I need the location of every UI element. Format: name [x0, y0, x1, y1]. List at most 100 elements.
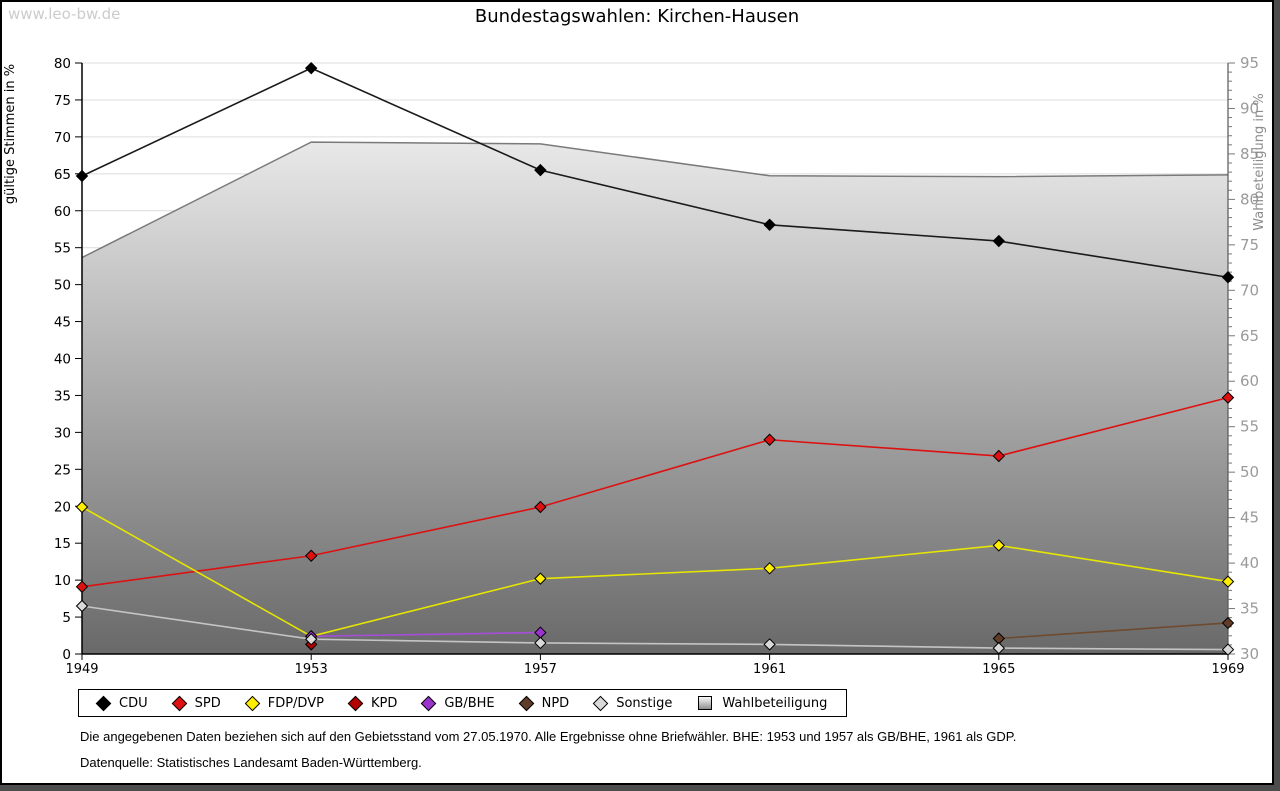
marker-fdp-dvp-1965	[992, 539, 1006, 552]
legend-label-kpd: KPD	[370, 695, 398, 711]
marker-spd-1969	[1221, 391, 1235, 404]
legend-marker-gb-bhe-icon	[421, 695, 437, 711]
svg-text:40: 40	[1240, 554, 1259, 572]
marker-cdu-1961	[763, 218, 776, 231]
svg-text:95: 95	[1240, 54, 1259, 72]
svg-text:70: 70	[54, 130, 71, 146]
marker-cdu-1965	[992, 234, 1006, 248]
legend-label-sonstige: Sonstige	[616, 695, 673, 711]
svg-text:30: 30	[1240, 645, 1259, 663]
left-axis-ticks: 0 5 10 15 20 25 30 35 40 45 50 55 60 65 70 75 80	[54, 56, 82, 663]
svg-text:25: 25	[54, 462, 71, 478]
svg-text:65: 65	[1240, 327, 1259, 345]
legend-marker-kpd-icon	[347, 695, 364, 711]
series-cdu	[75, 61, 1235, 284]
svg-text:45: 45	[54, 315, 71, 331]
x-axis-ticks: 1949 1953 1957 1961 1965 1969	[65, 654, 1245, 677]
svg-text:1957: 1957	[524, 662, 557, 677]
svg-text:80: 80	[1240, 190, 1259, 208]
legend-marker-npd-icon	[518, 695, 534, 711]
svg-text:50: 50	[54, 278, 71, 294]
svg-text:10: 10	[54, 573, 71, 589]
marker-spd-1949	[75, 580, 89, 593]
right-axis-title: Wahlbeteiligung in %	[1252, 93, 1267, 230]
svg-text:75: 75	[1240, 236, 1259, 254]
footnote-datenquelle: Datenquelle: Statistisches Landesamt Bad…	[80, 755, 422, 770]
legend-item-gb-bhe: GB/BHE	[410, 695, 507, 711]
marker-cdu-1953	[304, 61, 318, 75]
svg-text:60: 60	[54, 204, 71, 220]
svg-text:85: 85	[1240, 145, 1259, 163]
legend-label-spd: SPD	[194, 695, 221, 711]
legend-item-kpd: KPD	[337, 695, 410, 711]
svg-text:1961: 1961	[753, 662, 786, 677]
legend-item-wahlbeteiligung: Wahlbeteiligung	[685, 696, 840, 711]
series-wahlbeteiligung	[81, 141, 1229, 654]
svg-text:45: 45	[1240, 509, 1259, 527]
legend-marker-wahlbeteiligung-icon	[698, 696, 713, 710]
svg-text:75: 75	[54, 93, 71, 109]
svg-text:40: 40	[54, 352, 71, 368]
page-title: Bundestagswahlen: Kirchen-Hausen	[474, 6, 800, 27]
svg-text:65: 65	[54, 167, 71, 183]
svg-text:20: 20	[54, 499, 71, 515]
legend-label-gb-bhe: GB/BHE	[444, 695, 495, 711]
marker-fdp-dvp-1949	[75, 500, 89, 514]
marker-sonstige-1949	[75, 599, 89, 613]
legend-item-sonstige: Sonstige	[582, 695, 685, 711]
svg-text:1949: 1949	[65, 662, 98, 677]
marker-sonstige-1953	[304, 633, 318, 646]
legend-marker-cdu-icon	[95, 695, 112, 711]
footnote-gebietsstand: Die angegebenen Daten beziehen sich auf …	[80, 729, 1017, 744]
legend-item-fdp-dvp: FDP/DVP	[234, 695, 337, 711]
marker-cdu-1969	[1221, 271, 1235, 284]
legend-marker-fdp-dvp-icon	[244, 695, 260, 711]
svg-text:90: 90	[1240, 99, 1259, 117]
legend-marker-sonstige-icon	[592, 695, 609, 711]
legend-item-spd: SPD	[161, 695, 234, 711]
marker-fdp-dvp-1957	[534, 572, 547, 585]
svg-text:60: 60	[1240, 372, 1259, 390]
svg-text:5: 5	[62, 610, 71, 626]
svg-text:30: 30	[54, 425, 71, 441]
marker-fdp-dvp-1969	[1221, 575, 1235, 588]
svg-text:55: 55	[54, 241, 71, 257]
legend: CDU SPD FDP/DVP KPD GB/BHE NPD Sonstige Wahlbet…	[78, 689, 848, 717]
svg-text:1965: 1965	[982, 662, 1015, 677]
svg-text:50: 50	[1240, 463, 1259, 481]
svg-text:70: 70	[1240, 281, 1259, 299]
marker-sonstige-1961	[763, 638, 776, 651]
legend-label-npd: NPD	[541, 695, 570, 711]
svg-text:35: 35	[1240, 600, 1259, 618]
marker-spd-1957	[534, 500, 547, 514]
legend-item-cdu: CDU	[85, 695, 161, 711]
marker-sonstige-1957	[534, 636, 547, 650]
svg-text:1953: 1953	[295, 662, 328, 677]
marker-spd-1953	[304, 549, 318, 562]
series-spd	[75, 391, 1235, 593]
marker-sonstige-1965	[992, 641, 1006, 655]
legend-label-fdp-dvp: FDP/DVP	[267, 695, 324, 711]
legend-label-wahlbeteiligung: Wahlbeteiligung	[722, 695, 828, 711]
svg-text:1969: 1969	[1211, 662, 1244, 677]
legend-marker-spd-icon	[171, 695, 187, 711]
marker-cdu-1949	[75, 169, 89, 183]
svg-text:80: 80	[54, 56, 71, 72]
svg-text:0: 0	[62, 647, 71, 663]
chart: 0 5 10 15 20 25 30 35 40 45 50 55 60 65 70 75 80 30 35 40 45…	[3, 54, 1267, 677]
marker-npd-1969	[1221, 616, 1235, 630]
watermark: www.leo-bw.de	[8, 5, 121, 23]
legend-label-cdu: CDU	[119, 695, 148, 711]
right-axis-ticks: 30 35 40 45 50 55 60 65 70 75 80 85 90 95	[1228, 54, 1259, 663]
svg-text:15: 15	[54, 536, 71, 552]
marker-spd-1961	[763, 433, 776, 446]
left-axis-title: gültige Stimmen in %	[3, 64, 18, 204]
marker-fdp-dvp-1961	[763, 562, 776, 575]
marker-cdu-1957	[534, 163, 547, 177]
series-sonstige	[75, 599, 1235, 656]
svg-text:35: 35	[54, 388, 71, 404]
legend-item-npd: NPD	[508, 695, 583, 711]
svg-text:55: 55	[1240, 418, 1259, 436]
